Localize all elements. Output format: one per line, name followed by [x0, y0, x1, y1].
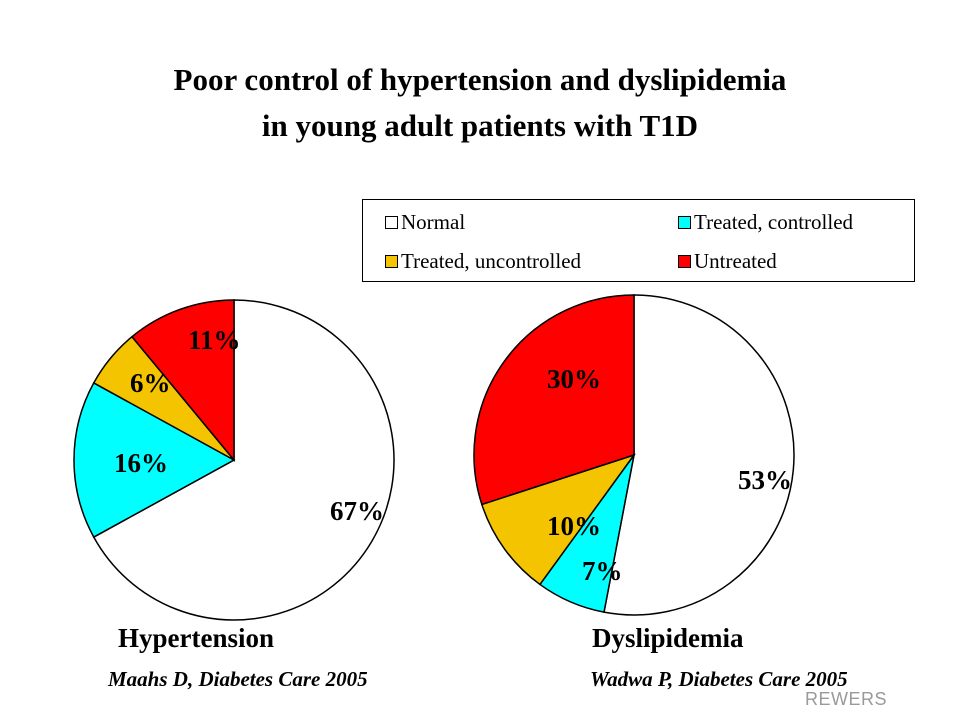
legend-item-treated-controlled: Treated, controlled — [678, 210, 853, 235]
data-label-hypertension-treated-controlled: 16% — [114, 448, 168, 478]
citation-dyslipidemia: Wadwa P, Diabetes Care 2005 — [590, 667, 848, 691]
footer-watermark: REWERS — [805, 689, 888, 709]
data-label-hypertension-treated-uncontrolled: 6% — [130, 368, 171, 398]
pie-slice-hypertension-normal — [92, 299, 395, 621]
data-label-hypertension-normal: 67% — [330, 496, 384, 526]
legend-swatch-normal — [385, 216, 398, 229]
data-label-dyslipidemia-treated-uncontrolled: 10% — [547, 511, 601, 541]
legend-swatch-treated-controlled — [678, 216, 691, 229]
pie-label-hypertension: Hypertension — [118, 623, 275, 653]
legend-label-normal: Normal — [401, 210, 466, 234]
pie-slice-dyslipidemia-untreated — [473, 294, 635, 506]
pie-slice-hypertension-untreated — [130, 299, 235, 463]
legend: Normal Treated, controlled Treated, unco… — [362, 199, 915, 282]
legend-swatch-treated-uncontrolled — [385, 255, 398, 268]
data-label-dyslipidemia-untreated: 30% — [547, 364, 601, 394]
legend-label-treated-controlled: Treated, controlled — [694, 210, 854, 234]
data-label-hypertension-untreated: 11% — [188, 325, 241, 355]
pie-slice-dyslipidemia-normal — [603, 294, 795, 616]
pie-label-dyslipidemia: Dyslipidemia — [592, 623, 744, 653]
pie-slice-hypertension-treated-controlled — [73, 381, 236, 539]
legend-item-normal: Normal — [385, 210, 465, 235]
chart-title-line1: Poor control of hypertension and dyslipi… — [173, 62, 787, 97]
pie-slice-dyslipidemia-treated-uncontrolled — [480, 453, 636, 586]
legend-label-treated-uncontrolled: Treated, uncontrolled — [401, 249, 582, 273]
data-label-dyslipidemia-normal: 53% — [738, 465, 792, 495]
data-label-dyslipidemia-treated-controlled: 7% — [582, 556, 623, 586]
legend-item-treated-uncontrolled: Treated, uncontrolled — [385, 249, 581, 274]
legend-item-untreated: Untreated — [678, 249, 777, 274]
citation-hypertension: Maahs D, Diabetes Care 2005 — [108, 667, 368, 691]
chart-title-line2: in young adult patients with T1D — [261, 108, 699, 143]
legend-swatch-untreated — [678, 255, 691, 268]
legend-label-untreated: Untreated — [694, 249, 777, 273]
